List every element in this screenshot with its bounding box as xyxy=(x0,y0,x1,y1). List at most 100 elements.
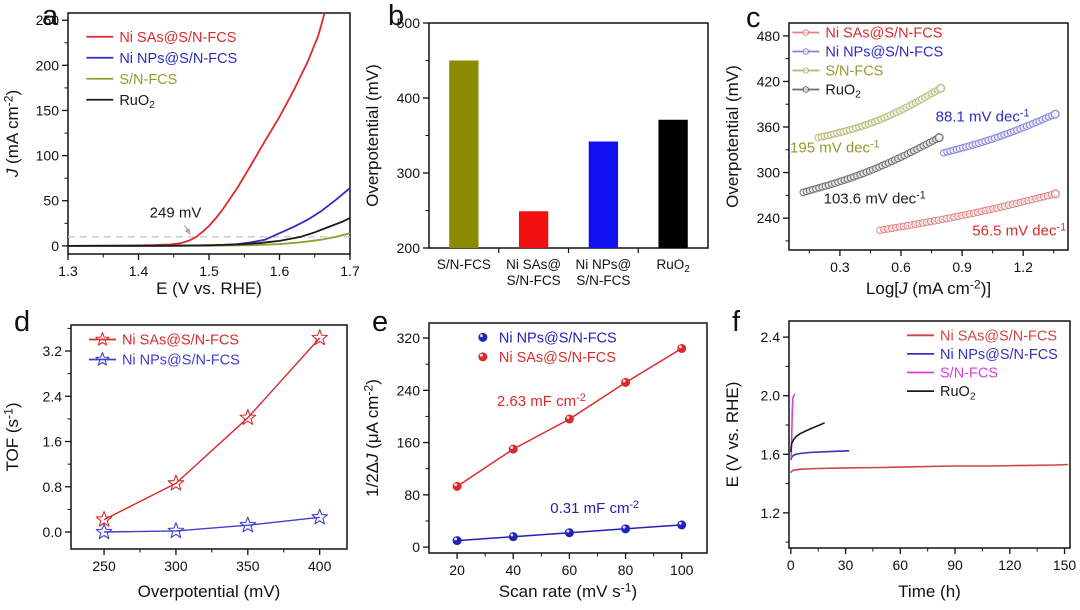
marker xyxy=(95,331,110,346)
legend-label: Ni NPs@S/N-FCS xyxy=(499,330,617,346)
x-axis-title: E (V vs. RHE) xyxy=(156,279,262,298)
x-axis-title: Overpotential (mV) xyxy=(138,582,281,601)
legend-label: Ni SAs@S/N-FCS xyxy=(119,30,236,46)
axes: 1.2 1.6 2.0 2.4 0 30 60 90 120 150 xyxy=(761,329,1077,573)
y-axis-title: Overpotential (mV) xyxy=(363,64,382,207)
plot-d: 0.0 0.8 1.6 2.4 3.2 250 300 350 400 Overpotential… xyxy=(1,324,348,601)
legend-item-ni-nps-s-n-fcs: Ni NPs@S/N-FCS xyxy=(907,347,1058,363)
x-tick-label: 1.4 xyxy=(129,263,149,279)
marker-highlight xyxy=(454,483,458,487)
y-tick-label: 2.4 xyxy=(761,329,781,345)
marker xyxy=(167,522,185,539)
x-tick-label: 60 xyxy=(562,562,578,578)
marker-highlight xyxy=(479,353,483,357)
x-tick-label: 350 xyxy=(236,558,260,574)
annotation: 195 mV dec-1 xyxy=(790,139,880,157)
marker xyxy=(452,536,462,546)
marker-highlight xyxy=(566,415,570,419)
plot-e: 0 80 160 240 320 20 40 60 80 100 Scan rate (mV s-1… xyxy=(361,322,708,601)
legend-label: S/N-FCS xyxy=(119,72,177,88)
legend-label: RuO2 xyxy=(119,93,155,111)
y-tick-label: 0 xyxy=(412,539,420,555)
x-tick-label: 0.6 xyxy=(891,259,911,275)
annotation-arrow xyxy=(183,224,191,235)
marker xyxy=(95,510,113,527)
plot-c: 240 300 360 420 480 0.3 0.6 0.9 1.2 Log[J (mA cm-… xyxy=(723,22,1069,298)
panel-d: d 0.0 0.8 1.6 2.4 3.2 250 300 350 400 Overpotenti… xyxy=(0,302,360,605)
legend-item-ruo2: RuO2 xyxy=(907,384,976,402)
marker xyxy=(95,523,113,540)
marker xyxy=(677,520,687,530)
series-ruo2 xyxy=(67,217,351,247)
marker xyxy=(239,409,257,425)
axes: 0 80 160 240 320 20 40 60 80 100 xyxy=(397,330,694,578)
panel-letter-b: b xyxy=(388,0,405,32)
chart-f: 1.2 1.6 2.0 2.4 0 30 60 90 120 150 Time (h) E (V vs… xyxy=(723,320,1077,601)
legend: Ni SAs@S/N-FCS Ni NPs@S/N-FCS xyxy=(88,331,240,368)
bar-ni-sas-s-n-fcs xyxy=(518,211,549,249)
legend-label: Ni NPs@S/N-FCS xyxy=(122,352,240,368)
x-tick-label: 250 xyxy=(92,558,116,574)
legend-label: Ni NPs@S/N-FCS xyxy=(119,51,237,67)
marker-highlight xyxy=(622,525,626,529)
legend-label: RuO2 xyxy=(940,384,976,402)
x-tick-label: 0 xyxy=(787,557,795,573)
x-tick-label: 30 xyxy=(838,557,854,573)
legend-item-ni-nps-s-n-fcs: Ni NPs@S/N-FCS xyxy=(478,330,617,346)
category-label: S/N-FCS xyxy=(507,273,561,288)
marker xyxy=(621,524,631,534)
series-ruo2 xyxy=(799,133,944,197)
x-tick-label: 60 xyxy=(893,557,909,573)
legend-item-ni-nps-s-n-fcs: Ni NPs@S/N-FCS xyxy=(792,45,943,61)
y-tick-label: 400 xyxy=(397,90,421,106)
series-ruo2 xyxy=(790,422,825,453)
plot-f: 1.2 1.6 2.0 2.4 0 30 60 90 120 150 Time (h) E (V vs… xyxy=(723,320,1077,601)
axes: 0 50 100 150 200 250 1.3 1.4 1.5 1.6 1.7 xyxy=(36,12,360,279)
y-tick-label: 2.4 xyxy=(43,388,63,404)
plot-frame xyxy=(67,12,351,255)
x-axis-title: Time (h) xyxy=(898,582,961,601)
y-tick-label: 50 xyxy=(43,193,59,209)
marker-highlight xyxy=(510,446,514,449)
series-line xyxy=(67,12,326,247)
series-ni-nps-s-n-fcs xyxy=(790,450,850,461)
marker xyxy=(311,329,328,346)
plot-frame xyxy=(788,320,1071,549)
legend-item-ruo2: RuO2 xyxy=(86,93,155,111)
legend-item-s-n-fcs: S/N-FCS xyxy=(792,64,883,80)
x-tick-label: 1.3 xyxy=(58,263,78,279)
panel-letter-d: d xyxy=(14,306,31,338)
annotation: 103.6 mV dec-1 xyxy=(824,189,926,207)
legend-label: S/N-FCS xyxy=(940,365,998,381)
bar-s-n-fcs xyxy=(449,60,479,248)
y-axis-title: Overpotential (mV) xyxy=(723,65,742,208)
legend-item-ni-sas-s-n-fcs: Ni SAs@S/N-FCS xyxy=(907,328,1057,344)
legend-item-ni-sas-s-n-fcs: Ni SAs@S/N-FCS xyxy=(86,30,236,46)
annotation: 249 mV xyxy=(150,204,202,221)
marker xyxy=(239,516,257,533)
y-tick-label: 160 xyxy=(397,435,421,451)
x-tick-label: 150 xyxy=(1053,557,1077,573)
x-tick-label: 1.6 xyxy=(270,263,290,279)
x-tick-label: 1.2 xyxy=(1013,259,1033,275)
marker xyxy=(802,48,810,55)
legend-item-s-n-fcs: S/N-FCS xyxy=(86,72,177,88)
x-tick-label: 1.7 xyxy=(340,263,360,279)
marker xyxy=(621,377,631,387)
y-tick-label: 240 xyxy=(397,382,421,398)
panel-c: c 240 300 360 420 480 0.3 0.6 0.9 1.2 Log[J (mA c… xyxy=(720,0,1080,302)
series-ni-sas-s-n-fcs xyxy=(452,343,687,491)
x-axis-title: Scan rate (mV s-1) xyxy=(499,580,637,601)
series-ni-sas-s-n-fcs xyxy=(95,329,328,527)
marker xyxy=(802,67,810,74)
marker xyxy=(1050,109,1060,119)
legend-label: Ni SAs@S/N-FCS xyxy=(499,350,616,366)
series-line xyxy=(103,337,321,521)
series-s-n-fcs xyxy=(790,393,796,458)
y-tick-label: 200 xyxy=(397,240,421,256)
legend-item-ni-nps-s-n-fcs: Ni NPs@S/N-FCS xyxy=(88,351,240,368)
y-axis-title: E (V vs. RHE) xyxy=(723,382,742,488)
legend-label: Ni NPs@S/N-FCS xyxy=(940,347,1058,363)
